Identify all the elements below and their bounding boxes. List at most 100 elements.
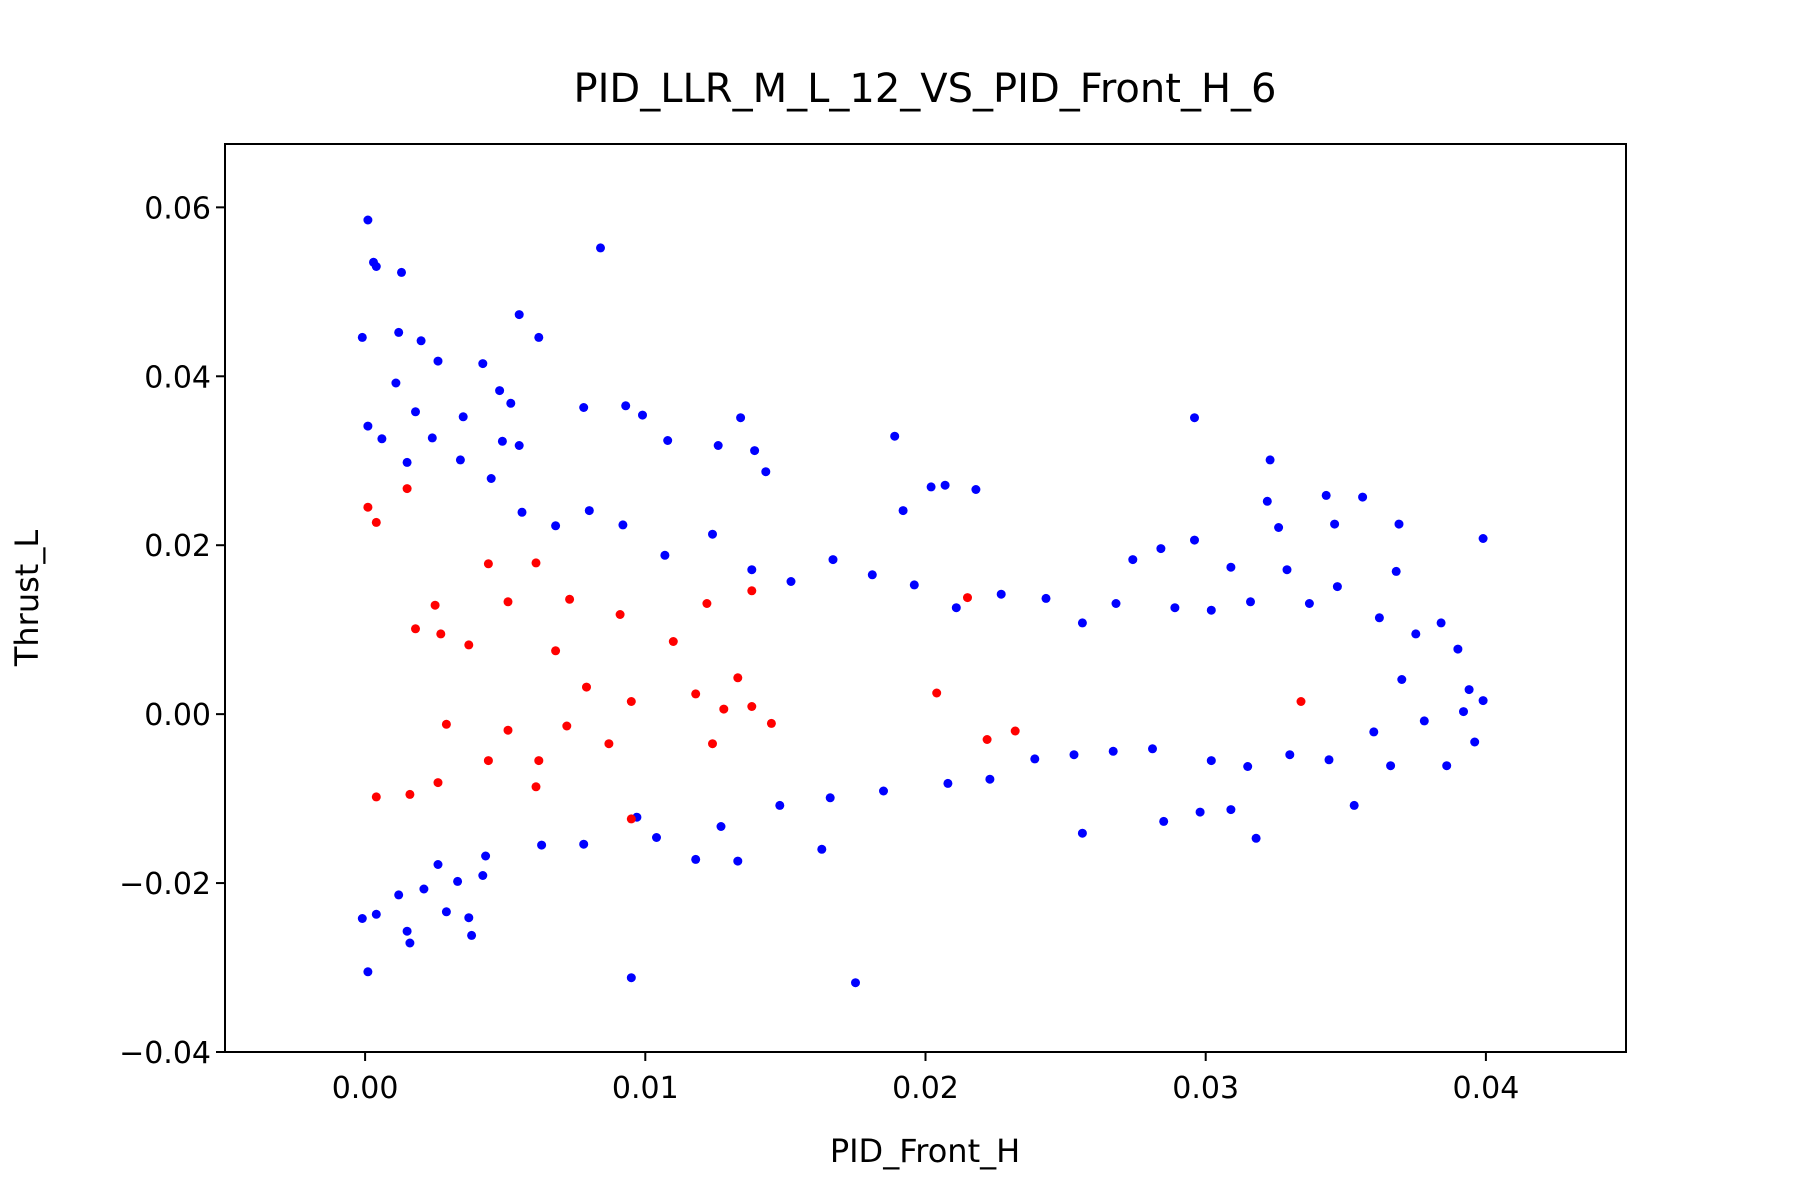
data-point-red <box>733 673 743 683</box>
data-point-blue <box>1243 762 1253 771</box>
data-point-blue <box>638 410 647 420</box>
data-point-blue <box>1411 629 1421 639</box>
data-point-blue <box>441 907 451 917</box>
data-point-red <box>433 778 443 788</box>
data-point-blue <box>1274 523 1284 532</box>
data-point-blue <box>357 332 367 342</box>
data-point-blue <box>1159 816 1169 826</box>
data-point-red <box>402 484 412 494</box>
data-point-blue <box>397 267 406 277</box>
data-point-blue <box>996 589 1006 599</box>
data-point-blue <box>733 856 743 866</box>
data-point-blue <box>458 412 468 422</box>
data-point-blue <box>971 485 981 494</box>
data-point-red <box>483 559 493 569</box>
data-point-blue <box>1251 833 1261 843</box>
data-point-red <box>963 593 972 603</box>
data-point-red <box>562 721 572 731</box>
data-point-blue <box>713 441 723 450</box>
data-point-blue <box>1262 496 1272 506</box>
data-point-blue <box>1478 696 1488 706</box>
y-axis: −0.04 −0.02 0.00 0.02 0.04 0.06 <box>119 191 225 1071</box>
data-point-blue <box>514 441 524 450</box>
data-point-blue <box>1304 599 1314 608</box>
data-point-blue <box>433 356 443 366</box>
data-point-blue <box>1282 565 1292 575</box>
data-point-blue <box>660 550 670 560</box>
data-point-blue <box>1369 727 1379 737</box>
data-point-red <box>702 599 712 608</box>
data-point-red <box>766 718 776 728</box>
data-point-red <box>411 624 420 634</box>
data-point-blue <box>898 506 908 516</box>
data-point-red <box>430 600 440 610</box>
data-point-blue <box>736 413 746 423</box>
data-point-red <box>932 688 942 698</box>
data-point-blue <box>506 398 516 408</box>
data-point-blue <box>433 860 443 869</box>
data-point-blue <box>775 800 785 810</box>
data-point-blue <box>427 433 437 443</box>
data-point-blue <box>621 401 631 411</box>
data-point-blue <box>1206 756 1216 766</box>
data-point-blue <box>411 407 420 417</box>
data-point-blue <box>1358 492 1368 502</box>
data-point-blue <box>579 839 589 849</box>
data-point-blue <box>879 786 888 796</box>
data-point-blue <box>1111 599 1121 608</box>
data-point-red <box>615 610 625 619</box>
data-point-blue <box>402 457 412 467</box>
data-point-blue <box>652 833 661 842</box>
data-point-blue <box>1108 746 1118 756</box>
data-point-blue <box>1030 754 1040 764</box>
data-point-blue <box>371 909 381 919</box>
plot-area <box>357 215 1488 988</box>
data-point-blue <box>579 403 589 412</box>
data-point-blue <box>618 520 628 530</box>
data-point-blue <box>514 310 524 320</box>
data-point-red <box>1010 726 1020 736</box>
data-point-blue <box>497 436 507 446</box>
y-tick-label: 0.00 <box>144 698 211 733</box>
data-point-blue <box>1332 582 1342 592</box>
data-point-blue <box>890 431 900 441</box>
x-axis: 0.00 0.01 0.02 0.03 0.04 <box>332 1052 1519 1106</box>
data-point-red <box>719 704 729 714</box>
data-point-blue <box>481 851 491 861</box>
data-point-blue <box>1349 800 1359 810</box>
data-point-blue <box>940 480 950 490</box>
data-point-blue <box>761 467 771 477</box>
data-point-blue <box>1206 605 1216 615</box>
data-point-red <box>503 725 513 735</box>
data-point-blue <box>851 978 860 988</box>
data-point-blue <box>1128 555 1138 565</box>
data-point-red <box>747 586 757 596</box>
data-point-blue <box>1148 744 1157 754</box>
data-point-red <box>626 814 636 824</box>
x-axis-title: PID_Front_H <box>830 1132 1020 1170</box>
data-point-blue <box>786 577 796 586</box>
data-point-blue <box>1397 675 1407 684</box>
data-point-blue <box>584 506 594 516</box>
y-axis-title: Thrust_L <box>8 530 46 667</box>
x-tick-label: 0.03 <box>1172 1071 1239 1106</box>
data-point-blue <box>716 822 726 831</box>
data-point-blue <box>626 973 636 983</box>
data-point-blue <box>1077 828 1087 838</box>
data-point-red <box>503 597 513 607</box>
data-point-red <box>371 517 381 527</box>
data-point-blue <box>828 555 838 565</box>
data-point-red <box>436 629 446 639</box>
data-point-blue <box>419 884 429 894</box>
data-point-blue <box>391 378 401 388</box>
data-point-blue <box>1330 519 1340 529</box>
data-point-blue <box>1321 490 1331 500</box>
y-tick-label: 0.02 <box>144 529 211 564</box>
data-point-red <box>747 702 757 711</box>
data-point-blue <box>453 876 463 886</box>
data-point-red <box>405 789 415 799</box>
data-point-red <box>363 502 373 512</box>
data-point-blue <box>1246 597 1255 607</box>
data-point-red <box>1296 697 1306 706</box>
